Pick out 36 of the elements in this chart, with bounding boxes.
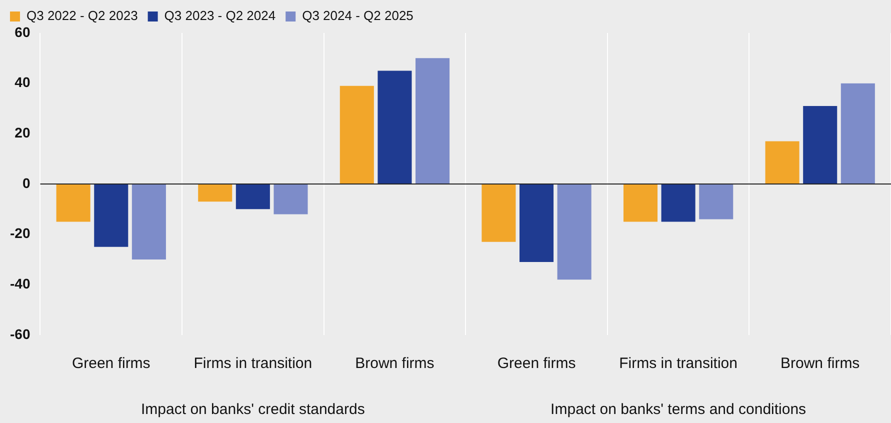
y-tick-label: 60 [14, 24, 30, 40]
x-tick-label: Firms in transition [619, 355, 738, 372]
legend-label: Q3 2023 - Q2 2024 [164, 8, 276, 24]
bar [661, 184, 696, 222]
legend-label: Q3 2022 - Q2 2023 [26, 8, 138, 24]
y-tick-label: 20 [14, 124, 30, 141]
bar [198, 184, 232, 202]
bar [236, 184, 270, 210]
x-tick-label: Green firms [497, 355, 576, 372]
bar [274, 184, 308, 214]
bar [132, 184, 166, 260]
bar [520, 184, 554, 262]
bar [56, 184, 90, 222]
bar [340, 86, 374, 184]
bar [840, 83, 875, 184]
y-tick-label: -60 [10, 326, 30, 342]
bar [378, 70, 412, 184]
y-tick-label: 0 [22, 174, 30, 191]
bar [94, 184, 128, 247]
y-tick-label: 40 [14, 74, 30, 90]
legend-label: Q3 2024 - Q2 2025 [302, 8, 414, 24]
bar [482, 184, 516, 242]
bar [699, 184, 734, 220]
x-tick-label: Brown firms [780, 355, 860, 372]
bar [623, 184, 658, 222]
y-tick-label: -20 [10, 225, 30, 242]
x-tick-label: Brown firms [355, 355, 434, 372]
x-tick-label: Green firms [72, 355, 150, 372]
x-tick-label: Firms in transition [194, 355, 312, 372]
text: Impact on banks' terms and conditions [550, 401, 806, 418]
bar [557, 184, 592, 280]
bar [416, 58, 450, 184]
bar [803, 106, 838, 184]
bar [765, 141, 800, 184]
text: Impact on banks' credit standards [141, 401, 365, 418]
y-tick-label: -40 [10, 276, 30, 292]
